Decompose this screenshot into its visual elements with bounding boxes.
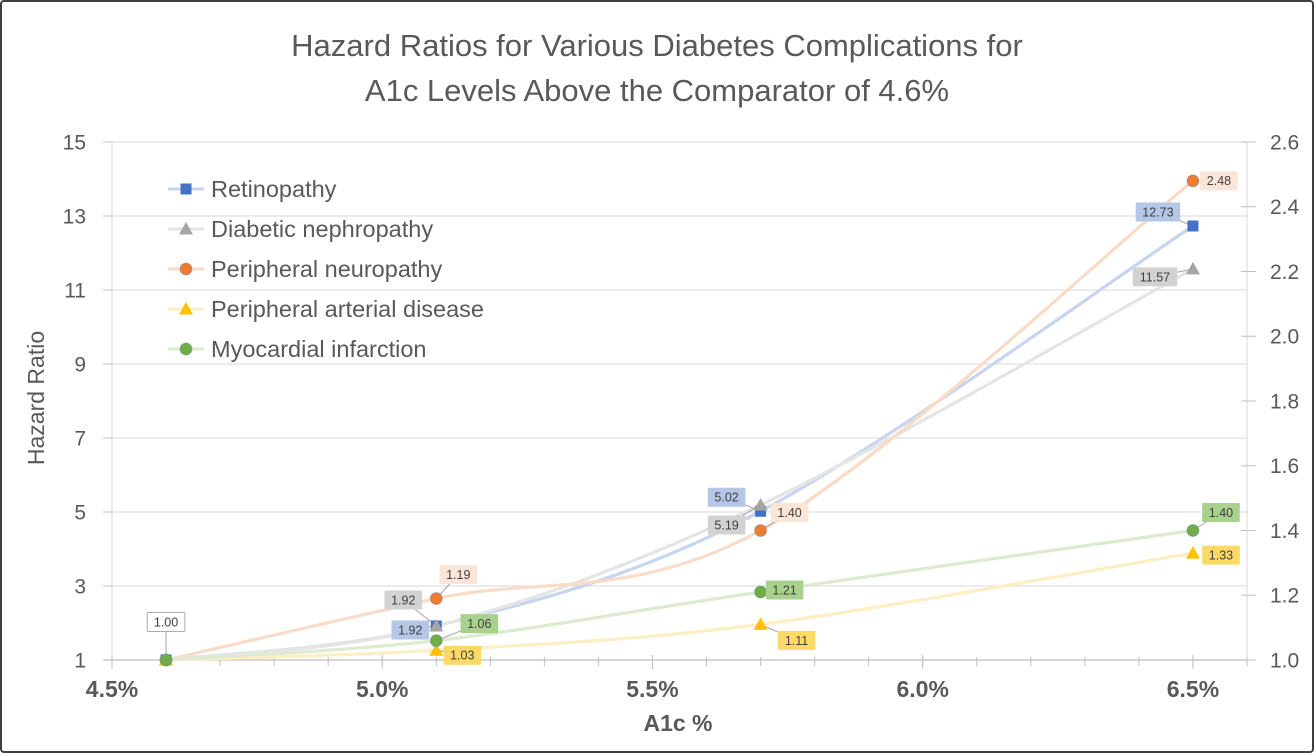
right-axis-tick-label: 2.2 xyxy=(1270,261,1299,284)
right-axis-tick-label: 1.8 xyxy=(1270,390,1299,413)
myocardial-infarction-marker-circle xyxy=(1186,524,1200,537)
plot-area: 135791113151.01.21.41.61.82.02.22.42.64.… xyxy=(63,131,1300,702)
x-axis-title: A1c % xyxy=(643,710,712,736)
diabetic-nephropathy-marker-triangle xyxy=(753,497,768,511)
legend-item-peripheral-arterial-disease: Peripheral arterial disease xyxy=(168,296,484,322)
x-axis-tick-label: 4.5% xyxy=(86,676,138,702)
legend-label: Myocardial infarction xyxy=(211,336,427,362)
left-axis-tick-label: 13 xyxy=(63,205,86,228)
diabetic-nephropathy-marker-triangle xyxy=(1185,261,1200,275)
data-label: 1.92 xyxy=(398,623,422,637)
data-label-box xyxy=(1135,202,1181,222)
left-axis-tick-label: 15 xyxy=(63,131,86,154)
legend: Retinopathy Diabetic nephropathy Periphera… xyxy=(168,176,484,362)
legend-retinopathy-marker-square xyxy=(180,183,192,195)
right-axis-tick-label: 2.0 xyxy=(1270,326,1299,349)
data-label: 5.02 xyxy=(714,491,738,505)
peripheral-arterial-disease-marker-triangle xyxy=(753,617,768,630)
y-axis-title: Hazard Ratio xyxy=(23,331,49,465)
legend-diabetic-nephropathy-marker-triangle xyxy=(179,222,193,235)
legend-peripheral-neuropathy-marker-circle xyxy=(179,262,193,276)
peripheral-neuropathy-marker-circle xyxy=(1186,174,1200,188)
data-label: 1.33 xyxy=(1209,549,1233,563)
retinopathy-marker-square xyxy=(755,505,767,517)
left-axis-tick-label: 7 xyxy=(74,427,86,450)
left-axis-tick-label: 3 xyxy=(74,575,86,598)
right-axis-tick-label: 1.4 xyxy=(1270,520,1300,543)
myocardial-infarction-marker-circle xyxy=(159,653,173,667)
data-label-box xyxy=(1202,503,1240,522)
left-axis-tick-label: 11 xyxy=(64,279,86,302)
left-axis-tick-label: 5 xyxy=(74,501,86,524)
legend-myocardial-infarction-marker-circle xyxy=(179,342,193,356)
data-label-box xyxy=(765,580,804,600)
x-axis-tick-label: 6.0% xyxy=(896,676,948,702)
right-axis-tick-label: 1.0 xyxy=(1270,649,1299,672)
data-label-box xyxy=(707,515,746,535)
right-axis-tick-label: 2.4 xyxy=(1270,196,1300,219)
data-label-box xyxy=(770,503,809,522)
peripheral-arterial-disease-marker-triangle xyxy=(429,643,444,656)
myocardial-infarction-marker-circle xyxy=(429,634,443,648)
data-label-box xyxy=(1202,545,1240,565)
data-label: 1.00 xyxy=(154,615,178,629)
data-label: 1.21 xyxy=(772,583,796,597)
right-axis-tick-label: 2.6 xyxy=(1270,131,1299,154)
chart-title-line-1: Hazard Ratios for Various Diabetes Compl… xyxy=(291,28,1023,63)
legend-label: Diabetic nephropathy xyxy=(211,216,433,242)
series-line-diabetic-nephropathy xyxy=(164,267,1195,662)
data-label: 1.40 xyxy=(1209,506,1233,520)
x-axis-tick-label: 6.5% xyxy=(1167,676,1219,702)
legend-label: Peripheral neuropathy xyxy=(211,256,442,282)
legend-label: Peripheral arterial disease xyxy=(211,296,484,322)
left-axis-tick-label: 1 xyxy=(74,649,86,672)
data-label-box xyxy=(460,614,499,634)
data-label: 1.06 xyxy=(467,617,491,631)
data-label-box xyxy=(443,645,482,665)
legend-item-peripheral-neuropathy: Peripheral neuropathy xyxy=(168,256,442,282)
data-label-box xyxy=(439,564,478,584)
series-line-myocardial-infarction xyxy=(164,528,1195,662)
legend-peripheral-arterial-disease-marker-triangle xyxy=(179,302,193,315)
right-axis-tick-label: 1.6 xyxy=(1270,455,1299,478)
series-line-peripheral-arterial-disease xyxy=(164,551,1195,662)
legend-item-myocardial-infarction: Myocardial infarction xyxy=(168,336,427,362)
diabetic-nephropathy-marker-triangle xyxy=(429,618,444,632)
data-label: 1.03 xyxy=(450,649,474,663)
data-label: 5.19 xyxy=(714,518,738,532)
chart-title-line-2: A1c Levels Above the Comparator of 4.6% xyxy=(365,73,949,108)
data-label: 1.11 xyxy=(785,634,808,648)
data-label-box xyxy=(146,612,186,632)
data-label-box xyxy=(384,590,423,610)
right-axis-tick-label: 1.2 xyxy=(1270,585,1299,608)
retinopathy-marker-square xyxy=(1187,220,1199,232)
peripheral-arterial-disease-marker-triangle xyxy=(1185,546,1200,559)
legend-item-diabetic-nephropathy: Diabetic nephropathy xyxy=(168,216,433,242)
data-label: 1.92 xyxy=(391,593,415,607)
data-label-box xyxy=(1132,267,1178,287)
data-label: 12.73 xyxy=(1142,205,1173,219)
series-line-retinopathy xyxy=(164,224,1195,662)
data-label-box xyxy=(777,630,816,650)
series-line-peripheral-neuropathy xyxy=(164,179,1195,662)
x-axis-tick-label: 5.5% xyxy=(626,676,678,702)
left-axis-tick-label: 9 xyxy=(74,353,86,376)
peripheral-neuropathy-marker-circle xyxy=(754,524,768,537)
legend-item-retinopathy: Retinopathy xyxy=(168,176,337,202)
myocardial-infarction-marker-circle xyxy=(754,585,768,599)
legend-label: Retinopathy xyxy=(211,176,337,202)
data-label: 1.40 xyxy=(777,506,801,520)
peripheral-neuropathy-marker-circle xyxy=(429,591,443,605)
data-label-box xyxy=(1200,171,1238,191)
x-axis-tick-label: 5.0% xyxy=(356,676,408,702)
data-label-box xyxy=(391,620,430,640)
data-label-box xyxy=(707,487,746,507)
data-label: 1.19 xyxy=(446,568,470,582)
data-label: 2.48 xyxy=(1207,174,1231,188)
data-label: 11.57 xyxy=(1140,270,1170,284)
